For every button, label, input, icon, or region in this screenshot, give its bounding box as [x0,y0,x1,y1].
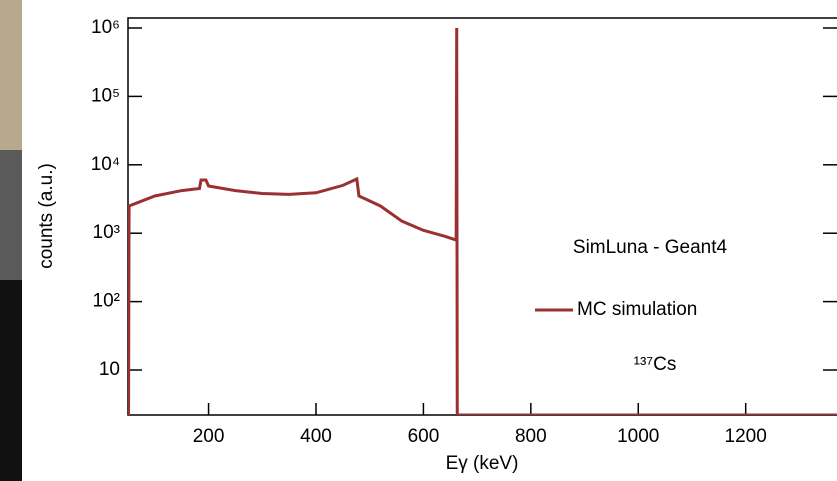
y-tick-label: 10⁴ [91,154,120,175]
legend-label: MC simulation [577,299,697,320]
x-tick-label: 800 [515,426,547,447]
plot-frame [127,17,837,416]
y-tick-label: 10³ [93,222,120,243]
annotation: ¹³⁷Cs [634,354,677,375]
data-line [128,27,837,415]
photo-fragment [0,0,22,150]
x-tick-label: 400 [300,426,332,447]
y-tick-label: 10⁶ [91,17,120,38]
x-tick-label: 1200 [725,426,767,447]
annotation: SimLuna - Geant4 [573,237,728,258]
x-tick-label: 600 [408,426,440,447]
y-tick-label: 10² [93,291,120,312]
photo-fragment [0,150,22,280]
y-axis-label: counts (a.u.) [36,163,57,269]
x-tick-label: 1000 [617,426,659,447]
x-tick-label: 200 [193,426,225,447]
photo-fragment [0,280,22,481]
y-tick-label: 10⁵ [91,85,120,106]
y-tick-label: 10 [99,359,120,380]
x-axis-label: Eγ (keV) [446,453,519,474]
